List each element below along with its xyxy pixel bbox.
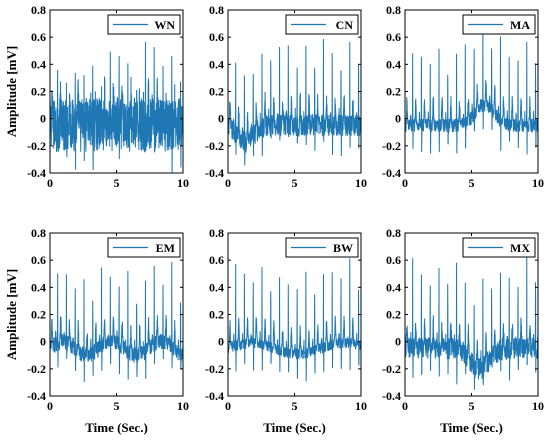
x-tick-label: 5 <box>292 176 298 190</box>
legend-label: WN <box>154 18 175 32</box>
y-tick-label: -0.4 <box>205 166 224 180</box>
x-axis-label: Time (Sec.) <box>440 420 503 435</box>
y-tick-label: 0 <box>40 335 46 349</box>
y-tick-label: -0.4 <box>27 166 46 180</box>
y-tick-label: 0.8 <box>209 226 224 240</box>
y-tick-label: 0.4 <box>31 57 46 71</box>
y-tick-label: -0.2 <box>205 139 224 153</box>
x-tick-label: 0 <box>225 176 231 190</box>
y-tick-label: 0.2 <box>209 85 224 99</box>
x-tick-label: 5 <box>469 399 475 413</box>
x-tick-label: 10 <box>177 176 189 190</box>
panel-top-right: -0.4 -0.2 0 0.2 0.4 0.6 0.8 0 5 10 MA <box>382 3 544 190</box>
y-tick-label: 0.4 <box>209 280 224 294</box>
y-axis-label: Amplitude [mV] <box>4 46 19 137</box>
y-tick-label: -0.4 <box>382 166 401 180</box>
y-tick-label: 0.2 <box>386 85 401 99</box>
legend-label: MX <box>510 241 530 255</box>
y-tick-label: 0 <box>395 335 401 349</box>
legend-label: EM <box>156 241 175 255</box>
y-tick-label: 0 <box>395 112 401 126</box>
y-tick-label: 0.8 <box>209 3 224 17</box>
y-tick-label: 0.4 <box>31 280 46 294</box>
y-tick-label: 0.8 <box>386 3 401 17</box>
y-tick-label: 0.6 <box>386 30 401 44</box>
y-tick-label: 0.2 <box>31 308 46 322</box>
y-tick-label: 0.6 <box>209 253 224 267</box>
legend: MA <box>462 14 536 35</box>
x-tick-label: 10 <box>355 176 367 190</box>
series-line-ma <box>405 24 538 155</box>
y-tick-label: 0.8 <box>386 226 401 240</box>
x-tick-label: 0 <box>47 176 53 190</box>
y-tick-label: -0.2 <box>27 139 46 153</box>
y-tick-label: 0 <box>40 112 46 126</box>
y-tick-label: 0.6 <box>31 30 46 44</box>
x-tick-label: 0 <box>225 399 231 413</box>
legend-label: CN <box>336 18 354 32</box>
panel-bottom-middle: -0.4 -0.2 0 0.2 0.4 0.6 0.8 0 5 10 BW Time (Sec.) <box>205 226 367 435</box>
x-tick-label: 10 <box>355 399 367 413</box>
series-line-cn <box>228 39 361 166</box>
x-tick-label: 5 <box>114 176 120 190</box>
y-tick-label: -0.2 <box>382 139 401 153</box>
x-tick-label: 0 <box>402 176 408 190</box>
x-axis-label: Time (Sec.) <box>85 420 148 435</box>
y-tick-label: 0.2 <box>31 85 46 99</box>
panel-top-middle: -0.4 -0.2 0 0.2 0.4 0.6 0.8 0 5 10 CN <box>205 3 367 190</box>
x-tick-label: 5 <box>469 176 475 190</box>
y-tick-label: 0.6 <box>31 253 46 267</box>
y-tick-label: 0.8 <box>31 3 46 17</box>
x-tick-label: 0 <box>47 399 53 413</box>
x-tick-label: 10 <box>532 176 544 190</box>
y-tick-label: -0.4 <box>205 389 224 403</box>
y-tick-label: 0.2 <box>209 308 224 322</box>
y-tick-label: 0.8 <box>31 226 46 240</box>
y-tick-label: -0.2 <box>382 362 401 376</box>
legend-label: BW <box>333 241 353 255</box>
y-tick-label: -0.4 <box>382 389 401 403</box>
y-tick-label: -0.2 <box>205 362 224 376</box>
y-tick-label: 0.4 <box>386 57 401 71</box>
y-tick-label: 0.4 <box>209 57 224 71</box>
x-tick-label: 0 <box>402 399 408 413</box>
y-tick-label: 0 <box>218 335 224 349</box>
x-tick-label: 10 <box>177 399 189 413</box>
y-tick-label: -0.2 <box>27 362 46 376</box>
x-tick-label: 5 <box>114 399 120 413</box>
legend: BW <box>285 237 359 258</box>
series-line-mx <box>405 251 538 390</box>
y-tick-label: 0 <box>218 112 224 126</box>
legend-label: MA <box>510 18 530 32</box>
legend: MX <box>462 237 536 258</box>
x-axis-label: Time (Sec.) <box>263 420 326 435</box>
y-tick-label: -0.4 <box>27 389 46 403</box>
x-tick-label: 10 <box>532 399 544 413</box>
y-tick-label: 0.4 <box>386 280 401 294</box>
panel-bottom-right: -0.4 -0.2 0 0.2 0.4 0.6 0.8 0 5 10 MX Time (Sec.) <box>382 226 544 435</box>
series-line-em <box>50 261 183 383</box>
series-line-bw <box>228 258 361 382</box>
series-line-wn <box>50 42 183 173</box>
y-axis-label: Amplitude [mV] <box>4 269 19 360</box>
y-tick-label: 0.2 <box>386 308 401 322</box>
y-tick-label: 0.6 <box>386 253 401 267</box>
panel-bottom-left: -0.4 -0.2 0 0.2 0.4 0.6 0.8 0 5 10 EM Amplitude [mV… <box>4 226 189 435</box>
x-tick-label: 5 <box>292 399 298 413</box>
legend: EM <box>107 237 181 258</box>
panel-top-left: -0.4 -0.2 0 0.2 0.4 0.6 0.8 0 5 10 WN Amplitude [mV… <box>4 3 189 190</box>
legend: WN <box>107 14 181 35</box>
legend: CN <box>285 14 359 35</box>
y-tick-label: 0.6 <box>209 30 224 44</box>
